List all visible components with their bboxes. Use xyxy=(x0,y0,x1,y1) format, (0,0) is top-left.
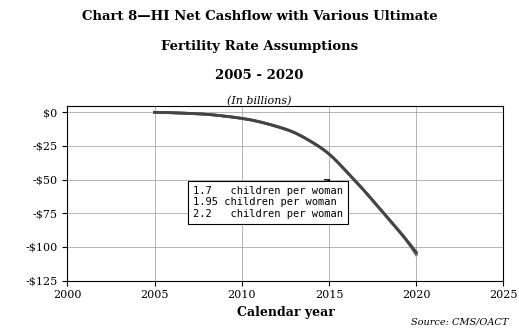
Text: Fertility Rate Assumptions: Fertility Rate Assumptions xyxy=(161,40,358,52)
Text: 1.7   children per woman
1.95 children per woman
2.2   children per woman: 1.7 children per woman 1.95 children per… xyxy=(193,180,343,219)
X-axis label: Calendar year: Calendar year xyxy=(237,306,334,319)
Text: (In billions): (In billions) xyxy=(227,96,292,106)
Text: Chart 8—HI Net Cashflow with Various Ultimate: Chart 8—HI Net Cashflow with Various Ult… xyxy=(81,10,438,23)
Text: Source: CMS/OACT: Source: CMS/OACT xyxy=(411,318,509,327)
Text: 2005 - 2020: 2005 - 2020 xyxy=(215,69,304,82)
